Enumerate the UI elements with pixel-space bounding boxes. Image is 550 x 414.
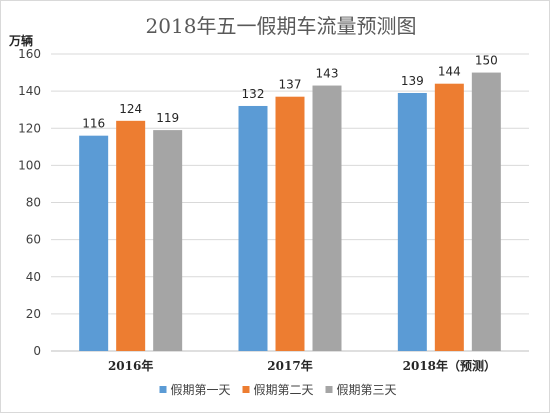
- y-tick-label: 80: [26, 196, 41, 210]
- x-axis-categories: 2016年 2017年 2018年（预测）: [108, 358, 496, 373]
- x-category-label: 2018年（预测）: [403, 358, 496, 373]
- y-tick-label: 140: [18, 84, 41, 98]
- y-tick-label: 40: [26, 270, 41, 284]
- x-category-label: 2016年: [108, 358, 153, 373]
- data-label: 137: [279, 78, 302, 92]
- bar: [397, 92, 427, 351]
- bar: [312, 85, 342, 352]
- data-label: 139: [401, 74, 424, 88]
- y-tick-label: 160: [18, 47, 41, 61]
- data-label: 132: [242, 87, 265, 101]
- legend-item: 假期第一天: [159, 383, 231, 397]
- bar: [434, 83, 464, 351]
- legend-label: 假期第一天: [171, 383, 231, 397]
- legend-swatch: [159, 386, 167, 393]
- bar: [275, 96, 305, 351]
- legend-label: 假期第二天: [254, 383, 314, 397]
- data-label: 124: [119, 102, 142, 116]
- x-category-label: 2017年: [267, 358, 312, 373]
- bar: [238, 105, 268, 351]
- legend: 假期第一天 假期第二天 假期第三天: [159, 383, 397, 397]
- bar: [116, 120, 146, 351]
- bar: [153, 130, 183, 351]
- y-tick-label: 0: [33, 344, 41, 358]
- bar: [471, 72, 501, 351]
- data-label: 150: [475, 54, 498, 68]
- data-label: 119: [156, 111, 179, 125]
- legend-label: 假期第三天: [337, 383, 397, 397]
- legend-item: 假期第三天: [325, 383, 397, 397]
- data-label: 116: [82, 117, 105, 131]
- y-axis-ticks: 0 20 40 60 80 100 120 140 160: [18, 47, 41, 358]
- y-axis-unit-label: 万辆: [8, 33, 33, 48]
- y-tick-label: 120: [18, 121, 41, 135]
- y-tick-label: 20: [26, 307, 41, 321]
- y-tick-label: 60: [26, 233, 41, 247]
- bar: [79, 135, 109, 351]
- data-label: 144: [438, 65, 461, 79]
- legend-item: 假期第二天: [242, 383, 314, 397]
- bars: [79, 72, 501, 352]
- legend-swatch: [242, 386, 250, 393]
- chart-title: 2018年五一假期车流量预测图: [146, 14, 417, 38]
- y-tick-label: 100: [18, 158, 41, 172]
- data-labels: 116 124 119 132 137 143 139 144 150: [82, 54, 498, 131]
- data-label: 143: [316, 67, 339, 81]
- legend-swatch: [325, 386, 333, 393]
